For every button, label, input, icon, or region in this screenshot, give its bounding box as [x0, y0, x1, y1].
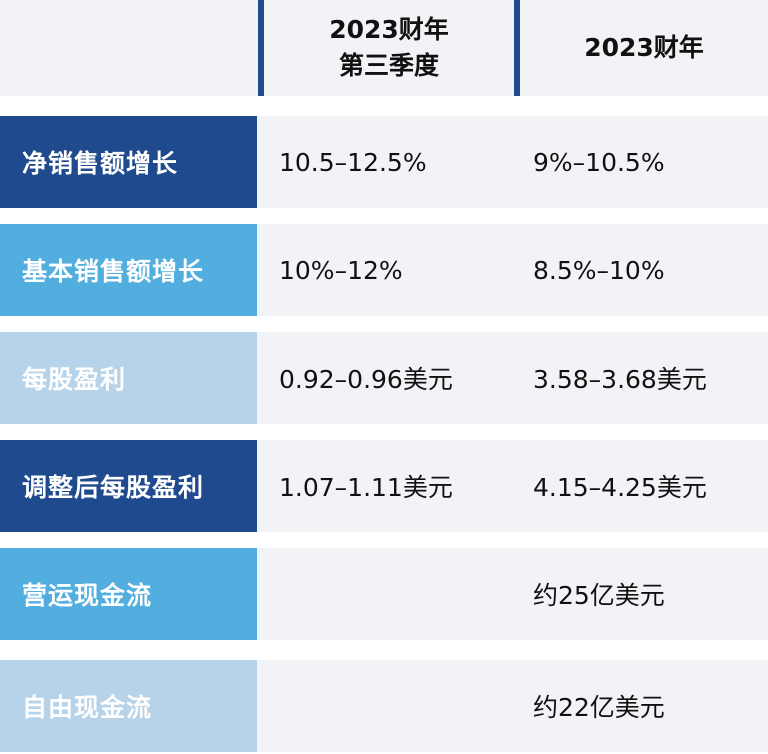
row-label: 净销售额增长: [0, 116, 257, 208]
table-row: 净销售额增长 10.5–12.5% 9%–10.5%: [0, 116, 768, 208]
fy-value: 8.5%–10%: [533, 255, 665, 285]
table-row: 调整后每股盈利 1.07–1.11美元 4.15–4.25美元: [0, 440, 768, 532]
row-label: 调整后每股盈利: [0, 440, 257, 532]
header-fy2023-q3: 2023财年 第三季度: [264, 0, 514, 96]
column-divider: [514, 0, 520, 96]
column-divider: [258, 0, 264, 96]
table-row: 自由现金流 约22亿美元: [0, 660, 768, 752]
table-row: 基本销售额增长 10%–12% 8.5%–10%: [0, 224, 768, 316]
header-q3-line2: 第三季度: [338, 51, 439, 80]
table-header: 2023财年 第三季度 2023财年: [0, 0, 768, 96]
fy-value: 约22亿美元: [533, 693, 665, 722]
row-label: 营运现金流: [0, 548, 257, 640]
header-q3-line1: 2023财年: [329, 15, 449, 44]
table-row: 每股盈利 0.92–0.96美元 3.58–3.68美元: [0, 332, 768, 424]
fy-value: 4.15–4.25美元: [533, 473, 707, 502]
table-row: 营运现金流 约25亿美元: [0, 548, 768, 640]
q3-value: 0.92–0.96美元: [279, 365, 453, 394]
header-fy2023: 2023财年: [584, 33, 704, 62]
q3-value: 1.07–1.11美元: [279, 473, 453, 502]
fy-value: 约25亿美元: [533, 581, 665, 610]
row-label: 每股盈利: [0, 332, 257, 424]
fy-value: 9%–10.5%: [533, 147, 665, 177]
q3-value: 10%–12%: [279, 255, 403, 285]
row-label: 基本销售额增长: [0, 224, 257, 316]
q3-value: 10.5–12.5%: [279, 147, 427, 177]
row-label: 自由现金流: [0, 660, 257, 752]
fy-value: 3.58–3.68美元: [533, 365, 707, 394]
